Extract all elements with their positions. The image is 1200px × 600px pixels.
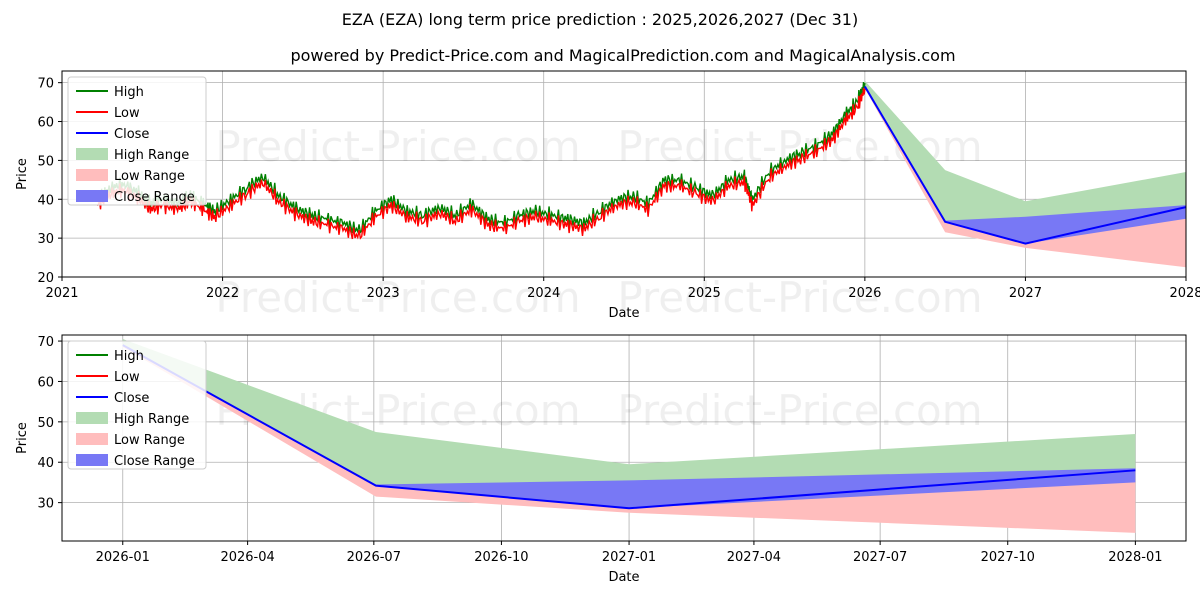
- x-tick-label: 2026-04: [220, 550, 274, 565]
- close-series-line: [122, 344, 1136, 510]
- legend-label: Low: [114, 106, 140, 121]
- x-tick-label: 2026-07: [347, 550, 401, 565]
- y-tick-label: 40: [37, 456, 54, 471]
- legend-label: Close Range: [114, 454, 195, 469]
- x-tick-label: 2025: [688, 286, 721, 301]
- watermark: Predict-Price.com: [215, 273, 580, 322]
- plot-area: [96, 80, 1186, 268]
- legend-label: Low Range: [114, 433, 185, 448]
- y-tick-label: 60: [37, 116, 54, 131]
- watermark: Predict-Price.com: [215, 122, 580, 171]
- legend-swatch: [76, 412, 108, 424]
- x-tick-label: 2027: [1009, 286, 1042, 301]
- y-tick-label: 40: [37, 193, 54, 208]
- x-tick-label: 2026: [848, 286, 881, 301]
- top-panel: Predict-Price.com Predict-Price.com Predic…: [15, 70, 1200, 322]
- y-tick-label: 20: [37, 271, 54, 286]
- y-axis-label: Price: [15, 422, 30, 454]
- x-tick-label: 2026-01: [96, 550, 150, 565]
- axes-frame: [61, 334, 1187, 542]
- legend-label: High: [114, 85, 144, 100]
- x-tick-label: 2027-10: [981, 550, 1035, 565]
- legend-label: Close Range: [114, 190, 195, 205]
- chart-subtitle: powered by Predict-Price.com and Magical…: [290, 46, 955, 65]
- legend-swatch: [76, 169, 108, 181]
- x-tick-label: 2026-10: [474, 550, 528, 565]
- watermark: Predict-Price.com: [617, 386, 982, 435]
- x-axis-label: Date: [608, 306, 639, 321]
- legend-label: High Range: [114, 412, 189, 427]
- legend-label: Low: [114, 370, 140, 385]
- x-tick-label: 2024: [527, 286, 560, 301]
- high-range-band: [122, 339, 1136, 509]
- x-tick-label: 2027-04: [727, 550, 781, 565]
- legend-label: Close: [114, 391, 149, 406]
- x-axis-label: Date: [608, 570, 639, 585]
- legend-label: High Range: [114, 148, 189, 163]
- high-range-band: [864, 80, 1186, 244]
- x-tick-label: 2028: [1169, 286, 1200, 301]
- x-tick-label: 2027-07: [853, 550, 907, 565]
- y-tick-label: 70: [37, 77, 54, 92]
- legend-label: Close: [114, 127, 149, 142]
- x-tick-label: 2022: [206, 286, 239, 301]
- y-tick-label: 70: [37, 335, 54, 350]
- bottom-panel: Predict-Price.com Predict-Price.com2026-0…: [15, 334, 1187, 585]
- legend-label: High: [114, 349, 144, 364]
- y-tick-label: 30: [37, 232, 54, 247]
- y-tick-label: 30: [37, 497, 54, 512]
- close-series-line: [863, 86, 1186, 245]
- legend-swatch: [76, 433, 108, 445]
- plot-area: [122, 339, 1136, 533]
- y-axis-label: Price: [15, 158, 30, 190]
- legend-swatch: [76, 148, 108, 160]
- y-tick-label: 50: [37, 154, 54, 169]
- low-series-line: [96, 87, 866, 240]
- legend-swatch: [76, 454, 108, 466]
- y-tick-label: 50: [37, 416, 54, 431]
- legend-swatch: [76, 190, 108, 202]
- watermark: Predict-Price.com: [617, 273, 982, 322]
- x-tick-label: 2028-01: [1108, 550, 1162, 565]
- x-tick-label: 2023: [367, 286, 400, 301]
- axes-frame: [61, 70, 1187, 278]
- legend-label: Low Range: [114, 169, 185, 184]
- chart-title: EZA (EZA) long term price prediction : 2…: [342, 10, 858, 29]
- legend: High Low Close High Range Low Range Close Ran…: [67, 340, 207, 470]
- x-tick-label: 2021: [45, 286, 78, 301]
- x-tick-label: 2027-01: [602, 550, 656, 565]
- y-tick-label: 60: [37, 375, 54, 390]
- legend: High Low Close High Range Low Range Close Ran…: [67, 76, 207, 206]
